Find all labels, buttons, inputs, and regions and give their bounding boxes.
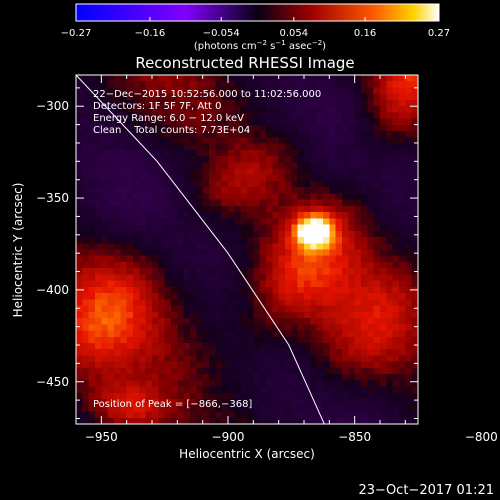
- colorbar-tick-label: −0.27: [61, 28, 92, 39]
- colorbar-ticks: [75, 17, 440, 21]
- annotation-detectors: Detectors: 1F 5F 7F, Att 0: [93, 101, 221, 112]
- unit-mid-2: asec: [286, 41, 312, 52]
- colorbar-tick-labels: −0.27 −0.16 −0.054 0.054 0.16 0.27: [61, 28, 450, 39]
- y-tick-label: −450: [36, 375, 69, 389]
- y-tick-label: −350: [36, 191, 69, 205]
- solar-limb-line: [76, 75, 325, 424]
- unit-mid-1: s: [267, 41, 275, 52]
- unit-sup-1: −2: [257, 39, 267, 47]
- x-tick-label: −900: [212, 430, 245, 444]
- unit-sup-3: −2: [312, 39, 322, 47]
- x-axis-tick-labels: −950 −900 −850 −800: [85, 430, 498, 444]
- plot-frame: [75, 74, 419, 425]
- y-tick-label: −300: [36, 99, 69, 113]
- y-axis-ticks: [76, 87, 418, 419]
- unit-base: (photons cm: [194, 41, 257, 52]
- colorbar-tick-label: −0.16: [135, 28, 166, 39]
- x-tick-label: −850: [338, 430, 371, 444]
- y-axis-label: Heliocentric Y (arcsec): [11, 183, 25, 318]
- y-axis-tick-labels: −300 −350 −400 −450: [36, 99, 69, 389]
- annotation-time-range: 22−Dec−2015 10:52:56.000 to 11:02:56.000: [93, 89, 321, 100]
- colorbar: [76, 4, 439, 21]
- chart-title: Reconstructed RHESSI Image: [135, 54, 354, 72]
- x-tick-label: −800: [465, 430, 498, 444]
- x-axis-label: Heliocentric X (arcsec): [179, 447, 315, 461]
- colorbar-tick-label: 0.16: [354, 28, 376, 39]
- annotation-clean-counts: Clean Total counts: 7.73E+04: [93, 125, 250, 136]
- peak-position-label: Position of Peak = [−866,−368]: [93, 399, 252, 410]
- annotation-energy-range: Energy Range: 6.0 − 12.0 keV: [93, 113, 244, 124]
- y-tick-label: −400: [36, 283, 69, 297]
- colorbar-unit-label: (photons cm−2 s−1 asec−2): [194, 39, 326, 52]
- x-tick-label: −950: [85, 430, 118, 444]
- colorbar-tick-label: 0.27: [428, 28, 450, 39]
- unit-sup-2: −1: [275, 39, 285, 47]
- unit-end: ): [322, 41, 326, 52]
- colorbar-tick-label: 0.054: [279, 28, 308, 39]
- footer-timestamp: 23−Oct−2017 01:21: [359, 483, 494, 498]
- colorbar-frame: [75, 3, 440, 22]
- heatmap-image: [76, 75, 418, 424]
- colorbar-tick-label: −0.054: [203, 28, 240, 39]
- x-axis-ticks: [75, 75, 406, 424]
